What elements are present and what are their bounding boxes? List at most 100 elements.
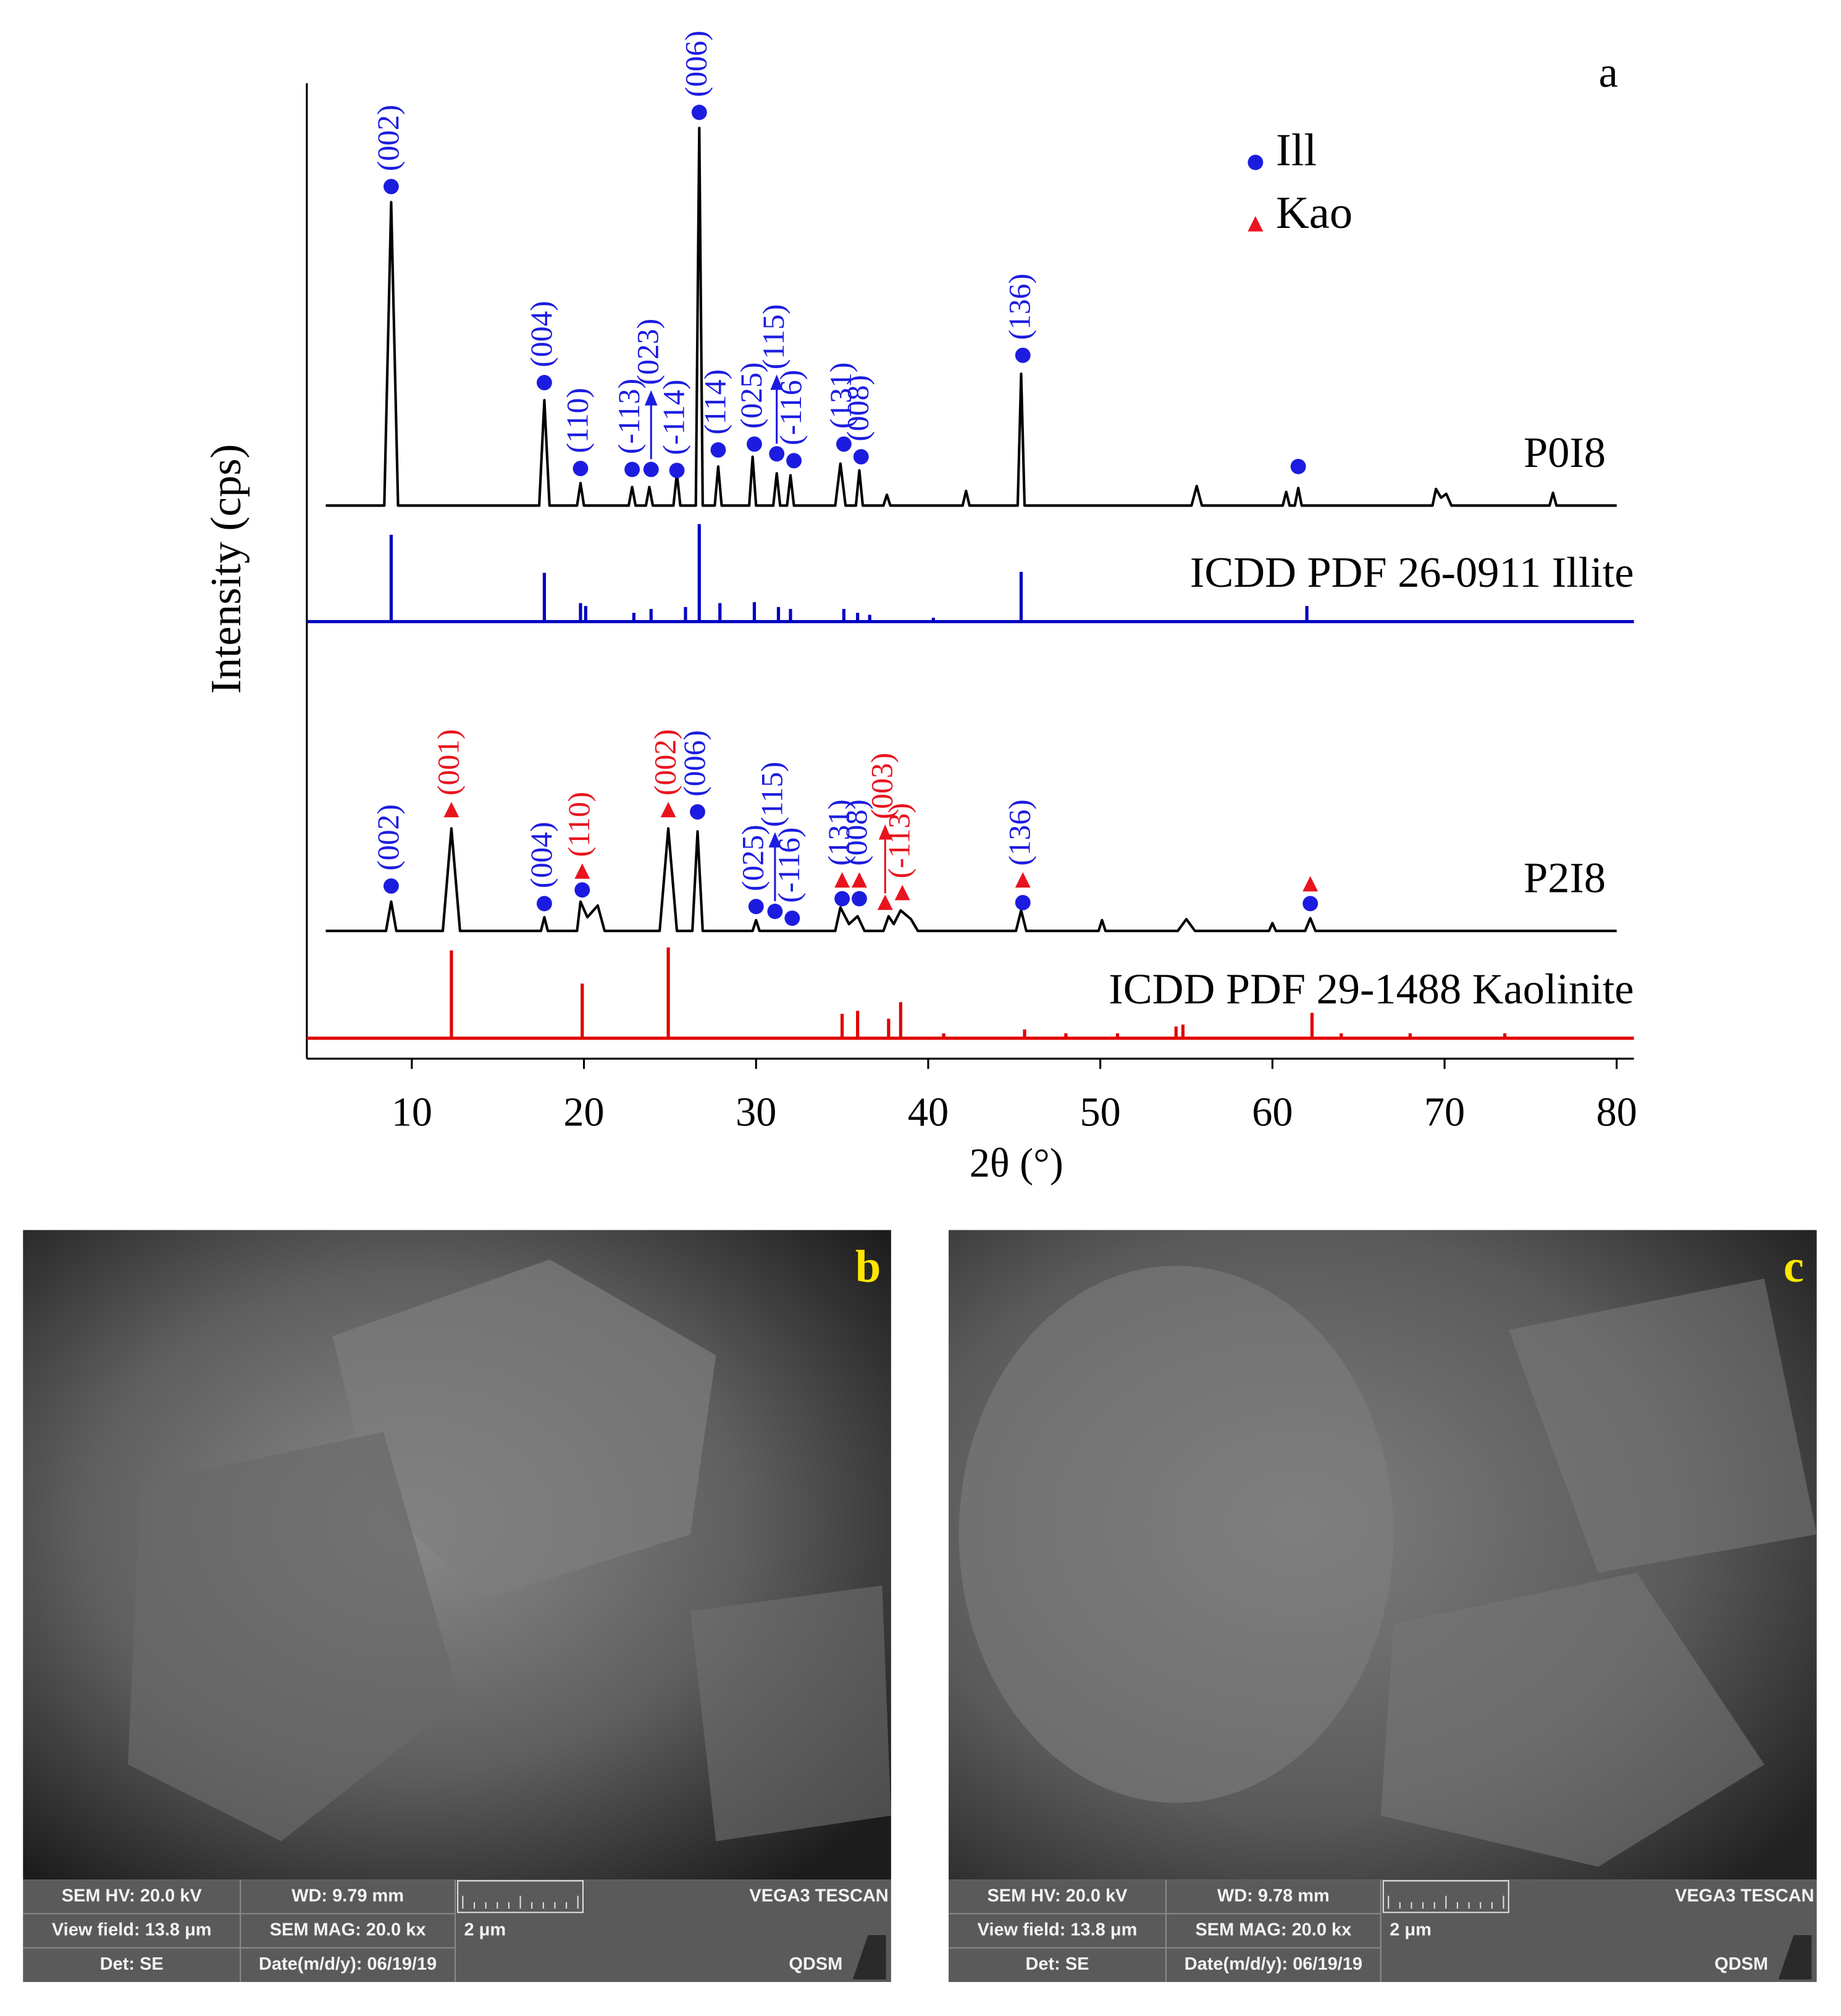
- x-axis-label: 2θ (°): [970, 1141, 1063, 1186]
- sem-info: SEM HV: 20.0 kV: [62, 1886, 203, 1905]
- sem-info: 2 μm: [1390, 1920, 1432, 1940]
- sem-info: View field: 13.8 μm: [978, 1920, 1138, 1940]
- peak-marker: [710, 442, 726, 458]
- peak-label: (-116): [772, 827, 806, 902]
- sem-info: WD: 9.78 mm: [1217, 1886, 1330, 1905]
- panel-label: c: [1784, 1241, 1804, 1292]
- legend-label: Kao: [1276, 188, 1352, 238]
- x-tick-label: 10: [392, 1090, 432, 1135]
- xrd-pattern: [325, 827, 1617, 933]
- peak-label: (-113): [883, 803, 916, 878]
- peak-marker: [852, 872, 867, 888]
- peak-marker: [784, 910, 800, 926]
- peak-marker: [1302, 876, 1319, 892]
- sem-info: VEGA3 TESCAN: [749, 1886, 888, 1905]
- x-tick-label: 50: [1080, 1090, 1121, 1135]
- peak-marker: [834, 872, 850, 888]
- peak-marker: [786, 453, 802, 469]
- sem-panel: b SEM HV: 20.0 kV WD: 9.79 mm VEGA3 TESCAN V…: [23, 1241, 891, 1982]
- peak-label: (136): [1003, 799, 1037, 866]
- series-label: ICDD PDF 26-0911 Illite: [1190, 548, 1634, 597]
- x-tick-label: 30: [736, 1090, 776, 1135]
- sem-info: Date(m/d/y): 06/19/19: [1185, 1954, 1362, 1974]
- sem-grain: [690, 1585, 891, 1842]
- peak-label: (131): [824, 363, 858, 429]
- sem-info: QDSM: [1714, 1954, 1768, 1974]
- peak-marker: [836, 436, 852, 452]
- peak-marker: [572, 461, 589, 476]
- peak-label: (001): [431, 729, 465, 796]
- sem-grain: [1380, 1573, 1764, 1867]
- peak-label: (136): [1003, 274, 1037, 340]
- peak-label: (023): [631, 319, 665, 385]
- peak-label: (008): [841, 375, 875, 442]
- x-tick-label: 40: [908, 1090, 949, 1135]
- peak-marker: [537, 896, 552, 912]
- sem-info: SEM HV: 20.0 kV: [987, 1886, 1128, 1905]
- peak-label: (002): [648, 729, 682, 796]
- peak-marker: [1290, 458, 1306, 474]
- sem-info: 2 μm: [464, 1920, 506, 1940]
- sem-grain: [958, 1266, 1394, 1803]
- peak-label: (110): [562, 792, 596, 857]
- sem-info: QDSM: [789, 1954, 842, 1974]
- sem-info: View field: 13.8 μm: [52, 1920, 212, 1940]
- peak-marker: [1015, 872, 1031, 888]
- series-label: P2I8: [1524, 854, 1606, 902]
- legend-marker: [1248, 216, 1264, 232]
- label-arrow-head: [878, 824, 892, 840]
- peak-label: (008): [839, 799, 873, 866]
- peak-marker: [690, 804, 705, 820]
- peak-label: (025): [734, 363, 768, 429]
- peak-marker: [383, 878, 399, 894]
- peak-label: (115): [755, 762, 789, 827]
- x-tick-label: 70: [1424, 1090, 1465, 1135]
- peak-marker: [574, 863, 590, 879]
- peak-marker: [691, 104, 707, 120]
- peak-marker: [537, 375, 552, 390]
- panel-label: b: [855, 1241, 881, 1292]
- peak-label: (114): [698, 369, 732, 435]
- peak-marker: [877, 894, 893, 910]
- sem-info: WD: 9.79 mm: [291, 1886, 404, 1905]
- peak-marker: [1302, 896, 1319, 912]
- peak-label: (006): [677, 730, 711, 797]
- series-label: P0I8: [1524, 429, 1606, 477]
- sem-layout: [23, 1230, 1817, 1880]
- sem-info: Date(m/d/y): 06/19/19: [259, 1954, 437, 1974]
- sem-grain: [332, 1259, 716, 1598]
- label-arrow-head: [770, 374, 784, 390]
- peak-label: (002): [371, 105, 405, 172]
- peak-marker: [574, 882, 590, 898]
- panel-label: a: [1599, 48, 1618, 96]
- peak-marker: [643, 461, 659, 477]
- x-tick-label: 60: [1252, 1090, 1293, 1135]
- peak-marker: [669, 463, 685, 479]
- peak-marker: [1015, 894, 1031, 910]
- peak-label: (-113): [612, 379, 646, 454]
- sem-info: Det: SE: [100, 1954, 164, 1974]
- sem-grain: [128, 1432, 461, 1842]
- peak-label: (003): [865, 753, 899, 820]
- peak-marker: [769, 446, 785, 462]
- legend-label: Ill: [1276, 125, 1317, 176]
- label-arrow-head: [644, 390, 658, 406]
- xrd-pattern: [325, 127, 1617, 507]
- sem-info: SEM MAG: 20.0 kx: [1195, 1920, 1351, 1940]
- logo: [852, 1934, 886, 1980]
- logo: [1778, 1934, 1812, 1980]
- peak-marker: [443, 802, 459, 818]
- peak-label: (115): [757, 304, 790, 369]
- sem-panel: c SEM HV: 20.0 kV WD: 9.78 mm VEGA3 TESCAN V…: [949, 1241, 1817, 1982]
- label-arrow-head: [768, 832, 782, 848]
- scale-bar-box: [1382, 1880, 1509, 1913]
- x-tick-label: 20: [563, 1090, 604, 1135]
- scale-bar-box: [457, 1880, 584, 1913]
- peak-marker: [660, 802, 676, 818]
- peak-marker: [1015, 347, 1031, 363]
- peak-label: (-116): [774, 370, 808, 445]
- peak-label: (-114): [656, 379, 690, 455]
- peak-marker: [747, 436, 762, 452]
